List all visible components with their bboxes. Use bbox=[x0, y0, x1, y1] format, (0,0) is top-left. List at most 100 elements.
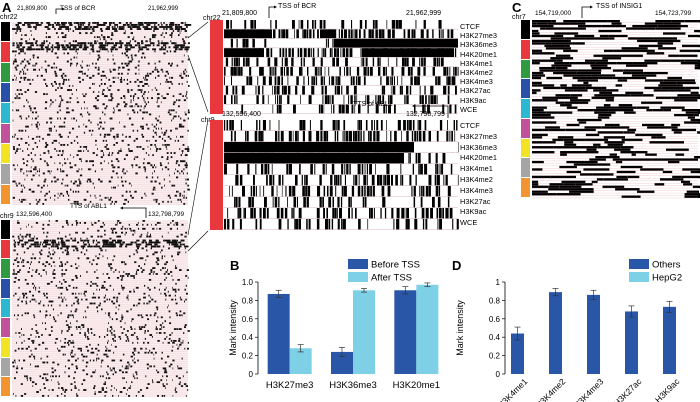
track-signal bbox=[230, 20, 232, 29]
track-signal bbox=[76, 320, 78, 323]
track-signal bbox=[19, 97, 21, 100]
track-signal bbox=[51, 367, 54, 370]
track-signal bbox=[31, 353, 33, 356]
track-signal bbox=[400, 175, 402, 186]
track-signal bbox=[61, 182, 63, 185]
track-signal bbox=[129, 40, 131, 43]
track-signal bbox=[45, 271, 47, 273]
track-signal bbox=[61, 22, 63, 24]
track-signal bbox=[420, 29, 424, 39]
track-signal bbox=[87, 180, 89, 183]
track-signal bbox=[413, 186, 416, 197]
track-signal bbox=[74, 203, 76, 205]
track-signal bbox=[92, 296, 95, 299]
track-signal bbox=[171, 241, 173, 244]
track-signal bbox=[130, 355, 133, 358]
track-signal bbox=[89, 261, 91, 264]
track-signal bbox=[82, 326, 85, 328]
track-signal bbox=[337, 120, 340, 131]
track-signal bbox=[173, 239, 176, 242]
track-signal bbox=[14, 377, 16, 380]
cell-color-7 bbox=[1, 357, 10, 377]
track-signal bbox=[332, 197, 334, 208]
track-signal bbox=[337, 197, 340, 208]
track-signal bbox=[85, 290, 87, 293]
track-signal bbox=[171, 298, 174, 301]
track-signal bbox=[401, 131, 402, 142]
track-signal bbox=[60, 144, 63, 146]
track-signal bbox=[73, 44, 77, 47]
track-signal bbox=[183, 203, 186, 205]
track-signal bbox=[119, 78, 123, 81]
track-signal bbox=[17, 347, 20, 350]
track-signal bbox=[70, 188, 72, 191]
track-signal bbox=[166, 379, 167, 382]
track-signal bbox=[156, 97, 158, 100]
track-signal bbox=[182, 341, 184, 344]
track-signal bbox=[170, 222, 172, 224]
track-signal bbox=[126, 64, 129, 67]
track-signal bbox=[103, 239, 106, 242]
track-signal bbox=[545, 47, 571, 50]
track-signal bbox=[453, 120, 455, 131]
track-signal bbox=[285, 186, 287, 197]
track-signal bbox=[694, 155, 700, 159]
track-signal bbox=[137, 391, 140, 393]
track-signal bbox=[33, 68, 37, 71]
track-signal bbox=[64, 40, 66, 43]
track-signal bbox=[659, 81, 677, 85]
track-signal bbox=[38, 261, 40, 264]
track-signal bbox=[137, 351, 140, 354]
track-signal bbox=[369, 67, 373, 76]
track-signal bbox=[32, 160, 34, 163]
track-signal bbox=[18, 241, 21, 244]
track-signal bbox=[128, 223, 130, 226]
track-signal bbox=[164, 74, 167, 77]
track-signal bbox=[84, 389, 86, 391]
track-signal bbox=[168, 310, 171, 313]
track-signal bbox=[423, 67, 425, 76]
track-signal bbox=[151, 89, 153, 91]
track-signal bbox=[19, 44, 21, 47]
track-signal bbox=[341, 29, 344, 39]
track-signal bbox=[151, 336, 153, 338]
track-signal bbox=[124, 97, 126, 100]
track-signal bbox=[81, 168, 83, 171]
track-signal bbox=[231, 95, 233, 104]
track-signal bbox=[51, 389, 54, 391]
track-signal bbox=[637, 190, 655, 194]
track-signal bbox=[94, 105, 97, 108]
track-signal bbox=[183, 194, 185, 197]
track-signal bbox=[176, 160, 178, 163]
track-signal bbox=[141, 257, 144, 260]
track-signal bbox=[125, 22, 128, 24]
track-signal bbox=[26, 261, 29, 264]
track-signal bbox=[66, 251, 69, 254]
bar-after-tss bbox=[353, 290, 375, 374]
track-signal bbox=[13, 281, 16, 283]
track-signal bbox=[316, 208, 320, 219]
track-signal bbox=[85, 28, 88, 30]
track-signal bbox=[286, 164, 289, 175]
track-signal bbox=[37, 200, 40, 203]
track-signal bbox=[54, 198, 56, 201]
track-signal bbox=[386, 76, 389, 86]
track-signal bbox=[146, 72, 149, 75]
track-signal bbox=[133, 332, 136, 334]
track-signal bbox=[401, 85, 403, 95]
track-signal bbox=[126, 42, 130, 45]
track-signal bbox=[116, 277, 120, 279]
track-signal bbox=[169, 50, 172, 53]
track-signal bbox=[76, 119, 77, 122]
track-signal bbox=[645, 153, 657, 156]
track-signal bbox=[556, 59, 563, 63]
track-signal bbox=[78, 28, 80, 30]
track-signal bbox=[135, 349, 137, 352]
track-signal bbox=[532, 180, 539, 184]
track-signal bbox=[144, 56, 146, 59]
track-signal bbox=[141, 133, 143, 136]
track-signal bbox=[76, 328, 78, 330]
track-signal bbox=[224, 164, 227, 175]
track-signal bbox=[178, 93, 180, 96]
track-signal bbox=[334, 131, 336, 142]
